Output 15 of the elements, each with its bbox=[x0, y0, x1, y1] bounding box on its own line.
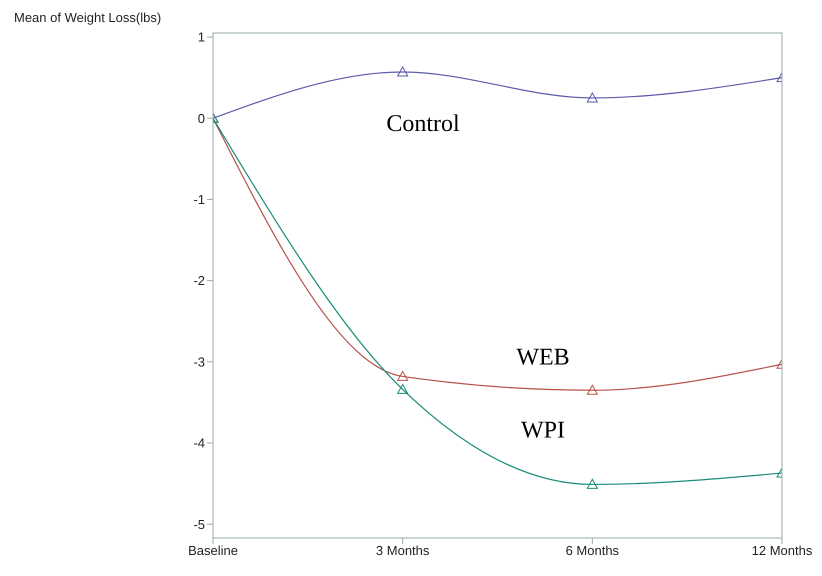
y-tick-label: -4 bbox=[193, 436, 205, 451]
y-tick-label: -5 bbox=[193, 516, 205, 532]
y-tick-label: 0 bbox=[198, 110, 205, 126]
y-axis-title: Mean of Weight Loss(lbs) bbox=[14, 10, 162, 25]
series-label: WEB bbox=[516, 344, 570, 371]
series-label: WPI bbox=[521, 418, 566, 444]
x-tick-label: 12 Months bbox=[752, 543, 813, 558]
series-label: Control bbox=[386, 111, 460, 138]
x-tick-label: 6 Months bbox=[566, 543, 620, 558]
y-tick-label: 1 bbox=[198, 30, 205, 45]
x-tick-label: Baseline bbox=[188, 543, 238, 558]
y-tick-label: -1 bbox=[193, 192, 205, 208]
x-tick-label: 3 Months bbox=[376, 543, 430, 558]
y-tick-label: -2 bbox=[193, 273, 205, 288]
y-tick-label: -3 bbox=[193, 354, 205, 370]
